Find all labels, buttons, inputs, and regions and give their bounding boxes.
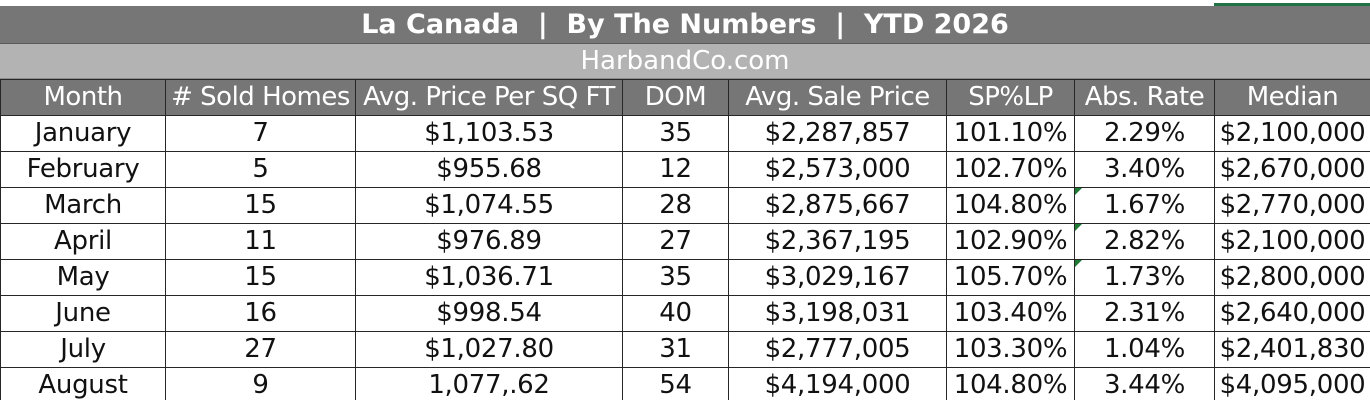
header-month[interactable]: Month <box>0 79 166 116</box>
cell-sp-lp[interactable]: 103.40% <box>946 295 1075 332</box>
cell-median[interactable]: $4,095,000 <box>1214 367 1370 400</box>
cell-month[interactable]: August <box>0 367 166 400</box>
table-row: March 15 $1,074.55 28 $2,875,667 104.80%… <box>0 187 1370 224</box>
header-abs-rate[interactable]: Abs. Rate <box>1074 79 1215 116</box>
cell-dom[interactable]: 31 <box>622 331 729 368</box>
cell-median[interactable]: $2,401,830 <box>1214 331 1370 368</box>
cell-avg-sale-price[interactable]: $2,875,667 <box>728 187 947 224</box>
table-row: June 16 $998.54 40 $3,198,031 103.40% 2.… <box>0 295 1370 332</box>
cell-median[interactable]: $2,100,000 <box>1214 115 1370 152</box>
header-dom[interactable]: DOM <box>622 79 729 116</box>
selected-cell-indicator <box>1214 3 1370 6</box>
header-median[interactable]: Median <box>1214 79 1370 116</box>
table-row: January 7 $1,103.53 35 $2,287,857 101.10… <box>0 115 1370 152</box>
cell-median[interactable]: $2,100,000 <box>1214 223 1370 260</box>
report-title[interactable]: La Canada | By The Numbers | YTD 2026 <box>0 6 1370 44</box>
cell-sp-lp[interactable]: 101.10% <box>946 115 1075 152</box>
cell-month[interactable]: June <box>0 295 166 332</box>
cell-abs-rate[interactable]: 2.82% <box>1074 223 1215 260</box>
table-row: August 9 1,077,.62 54 $4,194,000 104.80%… <box>0 367 1370 400</box>
cell-sold-homes[interactable]: 27 <box>165 331 356 368</box>
cell-sold-homes[interactable]: 15 <box>165 259 356 296</box>
cell-avg-price-sqft[interactable]: 1,077,.62 <box>355 367 623 400</box>
cell-sp-lp[interactable]: 104.80% <box>946 187 1075 224</box>
header-avg-price-sqft[interactable]: Avg. Price Per SQ FT <box>355 79 623 116</box>
cell-month[interactable]: January <box>0 115 166 152</box>
cell-sp-lp[interactable]: 104.80% <box>946 367 1075 400</box>
cell-avg-sale-price[interactable]: $2,573,000 <box>728 151 947 188</box>
cell-avg-sale-price[interactable]: $2,777,005 <box>728 331 947 368</box>
cell-abs-rate[interactable]: 3.44% <box>1074 367 1215 400</box>
cell-abs-rate[interactable]: 2.29% <box>1074 115 1215 152</box>
cell-avg-sale-price[interactable]: $2,367,195 <box>728 223 947 260</box>
cell-sp-lp[interactable]: 102.70% <box>946 151 1075 188</box>
cell-dom[interactable]: 12 <box>622 151 729 188</box>
cell-dom[interactable]: 35 <box>622 115 729 152</box>
cell-avg-price-sqft[interactable]: $1,027.80 <box>355 331 623 368</box>
cell-sp-lp[interactable]: 103.30% <box>946 331 1075 368</box>
cell-abs-rate[interactable]: 1.73% <box>1074 259 1215 296</box>
cell-month[interactable]: February <box>0 151 166 188</box>
cell-sold-homes[interactable]: 11 <box>165 223 356 260</box>
cell-month[interactable]: May <box>0 259 166 296</box>
cell-avg-price-sqft[interactable]: $1,103.53 <box>355 115 623 152</box>
cell-median[interactable]: $2,640,000 <box>1214 295 1370 332</box>
header-avg-sale-price[interactable]: Avg. Sale Price <box>728 79 947 116</box>
cell-dom[interactable]: 40 <box>622 295 729 332</box>
cell-sold-homes[interactable]: 16 <box>165 295 356 332</box>
cell-dom[interactable]: 28 <box>622 187 729 224</box>
stats-table: Month # Sold Homes Avg. Price Per SQ FT … <box>0 79 1370 400</box>
cell-dom[interactable]: 54 <box>622 367 729 400</box>
cell-sold-homes[interactable]: 9 <box>165 367 356 400</box>
cell-avg-price-sqft[interactable]: $976.89 <box>355 223 623 260</box>
cell-month[interactable]: July <box>0 331 166 368</box>
cell-median[interactable]: $2,800,000 <box>1214 259 1370 296</box>
cell-avg-price-sqft[interactable]: $1,074.55 <box>355 187 623 224</box>
table-row: February 5 $955.68 12 $2,573,000 102.70%… <box>0 151 1370 188</box>
cell-median[interactable]: $2,670,000 <box>1214 151 1370 188</box>
cell-avg-price-sqft[interactable]: $998.54 <box>355 295 623 332</box>
cell-median[interactable]: $2,770,000 <box>1214 187 1370 224</box>
table-row: May 15 $1,036.71 35 $3,029,167 105.70% 1… <box>0 259 1370 296</box>
cell-dom[interactable]: 27 <box>622 223 729 260</box>
table-row: April 11 $976.89 27 $2,367,195 102.90% 2… <box>0 223 1370 260</box>
cell-month[interactable]: March <box>0 187 166 224</box>
table-row: July 27 $1,027.80 31 $2,777,005 103.30% … <box>0 331 1370 368</box>
cell-abs-rate[interactable]: 1.67% <box>1074 187 1215 224</box>
cell-dom[interactable]: 35 <box>622 259 729 296</box>
cell-avg-price-sqft[interactable]: $1,036.71 <box>355 259 623 296</box>
cell-abs-rate[interactable]: 2.31% <box>1074 295 1215 332</box>
cell-abs-rate[interactable]: 3.40% <box>1074 151 1215 188</box>
cell-avg-sale-price[interactable]: $3,029,167 <box>728 259 947 296</box>
cell-avg-sale-price[interactable]: $3,198,031 <box>728 295 947 332</box>
cell-avg-sale-price[interactable]: $2,287,857 <box>728 115 947 152</box>
cell-avg-sale-price[interactable]: $4,194,000 <box>728 367 947 400</box>
cell-sold-homes[interactable]: 15 <box>165 187 356 224</box>
cell-sold-homes[interactable]: 7 <box>165 115 356 152</box>
cell-avg-price-sqft[interactable]: $955.68 <box>355 151 623 188</box>
cell-sold-homes[interactable]: 5 <box>165 151 356 188</box>
cell-sp-lp[interactable]: 105.70% <box>946 259 1075 296</box>
cell-abs-rate[interactable]: 1.04% <box>1074 331 1215 368</box>
header-sold-homes[interactable]: # Sold Homes <box>165 79 356 116</box>
cell-month[interactable]: April <box>0 223 166 260</box>
column-header-row: Month # Sold Homes Avg. Price Per SQ FT … <box>0 79 1370 116</box>
header-sp-lp[interactable]: SP%LP <box>946 79 1075 116</box>
cell-sp-lp[interactable]: 102.90% <box>946 223 1075 260</box>
website-banner[interactable]: HarbandCo.com <box>0 44 1370 79</box>
